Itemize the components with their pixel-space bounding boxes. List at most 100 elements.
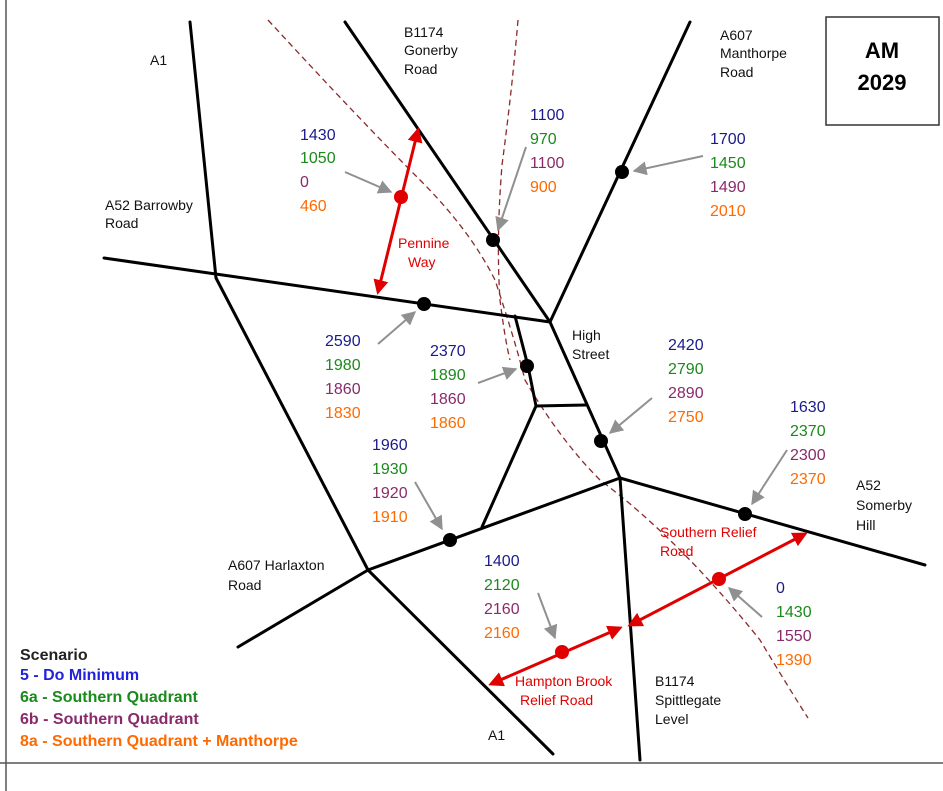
road-central-link: [480, 404, 538, 529]
pointer-southern-relief: [727, 587, 763, 618]
year-box: [825, 16, 940, 126]
flow-gonerby-s6b: 1100: [530, 155, 565, 172]
flow-southern-relief-s8a: 1390: [776, 652, 812, 669]
label-high-street-2: Street: [572, 346, 609, 362]
legend-item-5: 5 - Do Minimum: [20, 667, 139, 684]
road-a607-harlaxton: [236, 568, 370, 649]
flow-somerby-s6b: 2300: [790, 447, 826, 464]
legend-item-6a: 6a - Southern Quadrant: [20, 689, 198, 706]
label-a607-north-2: Manthorpe: [720, 45, 787, 61]
label-b1174-south-3: Level: [655, 711, 688, 727]
count-point-high-street: [594, 434, 608, 448]
flow-somerby-s6a: 2370: [790, 423, 826, 440]
road-harlaxton-link: [366, 476, 622, 572]
label-a52-east-1: A52: [856, 477, 881, 493]
label-southern-relief-2: Road: [660, 543, 693, 559]
legend-item-6b: 6b - Southern Quadrant: [20, 711, 199, 728]
hampton-brook-relief-road: [488, 625, 623, 687]
pointer-barrowby: [377, 311, 417, 345]
flow-somerby-s8a: 2370: [790, 471, 826, 488]
road-high-street: [548, 320, 622, 480]
count-point-somerby: [738, 507, 752, 521]
flow-pennine-s6a: 1050: [300, 150, 336, 167]
pointer-pennine: [344, 171, 393, 194]
label-hampton-2: Relief Road: [520, 692, 593, 708]
flow-central-s5: 2370: [430, 343, 466, 360]
flow-barrowby-s8a: 1830: [325, 405, 361, 422]
pointer-central: [477, 366, 518, 384]
label-a1-south: A1: [488, 727, 505, 743]
road-a52-somerby: [618, 476, 927, 567]
flow-manthorpe-s8a: 2010: [710, 203, 746, 220]
flow-hampton-s5: 1400: [484, 553, 520, 570]
flow-central-s6b: 1860: [430, 391, 466, 408]
pennine-way-relief: [373, 127, 423, 295]
label-b1174-south-2: Spittlegate: [655, 692, 721, 708]
count-points: [394, 165, 752, 659]
label-a52-east-3: Hill: [856, 517, 875, 533]
manthorpe-route-line: [497, 19, 519, 361]
label-a607-south-2: Road: [228, 577, 261, 593]
road-a1-central: [214, 276, 370, 572]
count-point-manthorpe: [615, 165, 629, 179]
flow-high-street-s6a: 2790: [668, 361, 704, 378]
count-point-hampton: [555, 645, 569, 659]
flow-harlaxton-s8a: 1910: [372, 509, 408, 526]
flow-pennine-s8a: 460: [300, 198, 327, 215]
flow-harlaxton-s6b: 1920: [372, 485, 408, 502]
flow-harlaxton-s6a: 1930: [372, 461, 408, 478]
count-point-southern-relief: [712, 572, 726, 586]
flow-gonerby-s8a: 900: [530, 179, 557, 196]
pointer-harlaxton: [414, 481, 443, 531]
flow-hampton-s6b: 2160: [484, 601, 520, 618]
flow-southern-relief-s5: 0: [776, 580, 785, 597]
flow-barrowby-s5: 2590: [325, 333, 361, 350]
flow-barrowby-s6b: 1860: [325, 381, 361, 398]
road-a1-north: [188, 20, 218, 280]
flow-high-street-s5: 2420: [668, 337, 704, 354]
count-point-pennine: [394, 190, 408, 204]
pointer-gonerby: [495, 146, 527, 232]
count-point-barrowby: [417, 297, 431, 311]
label-b1174-south-1: B1174: [655, 673, 695, 689]
flow-manthorpe-s6a: 1450: [710, 155, 746, 172]
year-box-year: 2029: [858, 70, 907, 95]
label-southern-relief-1: Southern Relief: [660, 524, 757, 540]
flow-hampton-s8a: 2160: [484, 625, 520, 642]
label-a607-north-3: Road: [720, 64, 753, 80]
pointer-high-street: [608, 397, 653, 434]
count-point-gonerby: [486, 233, 500, 247]
pointer-hampton: [537, 592, 558, 640]
flow-somerby-s5: 1630: [790, 399, 826, 416]
road-b1174-spittlegate: [618, 476, 642, 762]
label-pennine-1: Pennine: [398, 235, 450, 251]
label-b1174-north-1: B1174: [404, 24, 444, 40]
flow-hampton-s6a: 2120: [484, 577, 520, 594]
flow-pennine-s5: 1430: [300, 127, 336, 144]
pointer-somerby: [751, 449, 788, 506]
legend: Scenario 5 - Do Minimum 6a - Southern Qu…: [20, 647, 298, 750]
flow-southern-relief-s6b: 1550: [776, 628, 812, 645]
label-a607-north-1: A607: [720, 27, 753, 43]
pointer-manthorpe: [632, 155, 704, 176]
flow-harlaxton-s5: 1960: [372, 437, 408, 454]
count-point-central: [520, 359, 534, 373]
legend-item-8a: 8a - Southern Quadrant + Manthorpe: [20, 733, 298, 750]
flow-gonerby-s5: 1100: [530, 107, 565, 124]
flow-central-s8a: 1860: [430, 415, 466, 432]
label-pennine-2: Way: [408, 254, 435, 270]
count-point-harlaxton: [443, 533, 457, 547]
label-a1-north: A1: [150, 52, 167, 68]
label-b1174-north-3: Road: [404, 61, 437, 77]
flow-high-street-s8a: 2750: [668, 409, 704, 426]
road-a1-south: [366, 568, 555, 756]
label-high-street-1: High: [572, 327, 601, 343]
label-a607-south-1: A607 Harlaxton: [228, 557, 325, 573]
flow-manthorpe-s5: 1700: [710, 131, 746, 148]
year-box-period: AM: [865, 38, 899, 63]
road-central-loop: [513, 314, 588, 408]
label-hampton-1: Hampton Brook: [515, 673, 613, 689]
flow-barrowby-s6a: 1980: [325, 357, 361, 374]
